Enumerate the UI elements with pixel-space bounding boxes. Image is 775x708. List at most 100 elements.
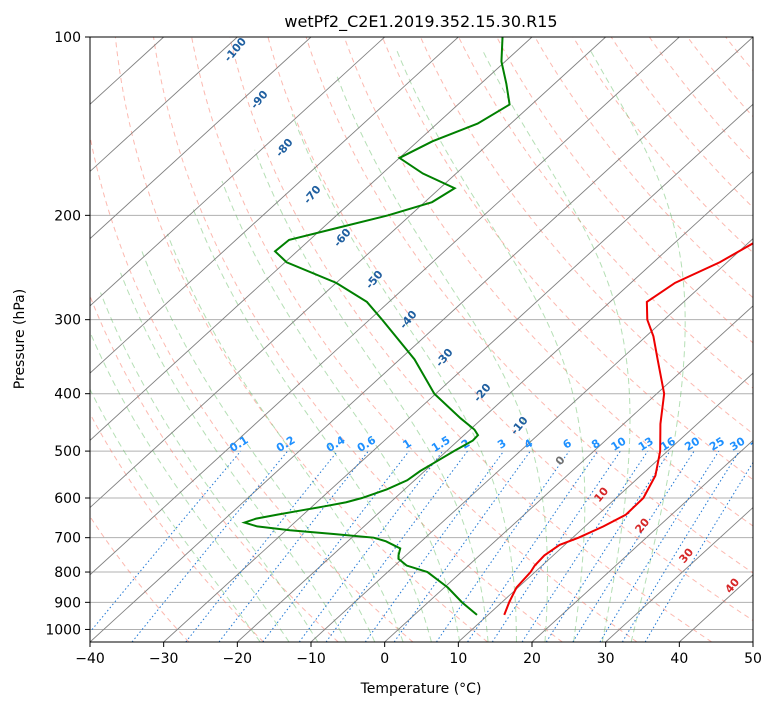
dry-adiabat [648,37,753,163]
y-tick-label: 600 [54,491,81,507]
dry-adiabat [381,37,753,481]
y-tick-label: 200 [54,208,81,224]
dry-adiabat [764,37,775,642]
mixing-ratio-label: 3 [495,437,508,452]
dry-adiabat-label: 40 [722,575,742,595]
dry-adiabat [90,412,264,642]
isotherm [90,37,753,642]
isotherm [384,305,753,642]
mixing-ratio-label: 8 [589,437,602,452]
plot-area: 0.1 0.2 0.4 0.6 1 1.5 2 3 4 6 8 10 13 16 20 25 30 36-100-… [90,37,775,642]
isotherm [90,37,312,240]
isotherm [90,37,606,509]
mixing-ratio-line [572,450,695,642]
moist-adiabat [120,272,347,642]
mixing-ratio-line [131,450,288,642]
y-tick-label: 1000 [45,622,81,638]
mixing-ratio-line [467,450,599,642]
mixing-ratio-label: 0.2 [274,433,297,454]
chart-title: wetPf2_C2E1.2019.352.15.30.R15 [284,12,557,32]
y-tick-label: 100 [54,30,81,46]
dewpoint-profile [241,37,511,616]
y-tick-label: 700 [54,531,81,547]
mixing-ratio-line [621,450,740,642]
isotherm [90,37,533,441]
mixing-ratio-line [90,450,242,633]
y-tick-label: 400 [54,387,81,403]
x-tick-label: −10 [296,651,326,667]
moist-adiabat [221,180,461,642]
mixing-ratio-line [545,450,671,642]
mixing-ratio-label: 6 [561,436,575,451]
x-tick-label: 0 [380,651,389,667]
dry-adiabat [114,37,488,642]
isotherm [237,170,753,642]
dry-adiabat [420,37,753,435]
moist-adiabat [254,149,489,642]
mixing-ratio-line [599,450,720,642]
y-tick-label: 800 [54,565,81,581]
isotherm [163,103,753,642]
dry-adiabat [191,37,638,642]
y-axis: 100 200 300 400 500 600 700 800 900 1000 [45,30,90,638]
dry-adiabat-label: -30 [433,346,456,370]
isotherm [90,37,680,576]
dry-adiabat [687,37,753,118]
plot-frame [89,36,754,643]
dry-adiabat [343,37,753,527]
x-axis: −40 −30 −20 −10 0 10 20 30 40 50 [75,642,762,667]
mixing-ratio-line [364,450,505,642]
dry-adiabat [90,133,414,642]
dry-adiabat [572,37,753,254]
dry-adiabat-label: 0 [553,453,568,467]
mixing-ratio-label: 0.1 [227,433,250,454]
dry-adiabat [90,515,190,642]
y-axis-label: Pressure (hPa) [12,289,28,389]
dry-adiabat [153,37,563,642]
dry-adiabat-label: -70 [301,183,324,207]
isotherm [90,37,459,374]
isotherm [752,641,753,642]
isotherm [605,506,753,642]
mixing-ratio-line [218,450,369,642]
mixing-ratio-line [436,450,570,642]
mixing-ratio-line [393,450,531,642]
mixing-ratio-label: 1 [400,437,413,452]
dry-adiabat [725,37,753,72]
mixing-ratio-line [644,461,753,642]
dry-adiabat [534,37,753,299]
dry-adiabat-label: -50 [363,268,386,292]
dry-adiabat [305,37,753,574]
moist-adiabat [90,330,290,642]
dry-adiabat-label: -20 [471,381,494,405]
y-tick-label: 300 [54,313,81,329]
x-tick-label: −30 [149,651,179,667]
x-tick-label: 10 [449,651,467,667]
dry-adiabat-label: 20 [632,515,652,535]
x-tick-label: 50 [744,651,762,667]
dry-adiabat [267,37,753,622]
dry-adiabat-label: 10 [591,484,611,504]
moist-adiabat [395,49,586,642]
isotherm [310,238,753,642]
x-tick-label: −40 [75,651,105,667]
dry-adiabat [610,37,753,209]
isotherm [90,37,238,173]
mixing-ratio-label: 36 [748,434,768,453]
x-tick-label: 20 [523,651,541,667]
moist-adiabat [100,292,319,642]
dry-adiabat-label: -80 [273,136,296,160]
x-axis-label: Temperature (°C) [360,681,482,697]
moist-adiabat [291,114,517,642]
y-tick-label: 500 [54,444,81,460]
dry-adiabat [90,294,339,642]
temperature-profile [503,242,753,616]
x-tick-label: −20 [223,651,253,667]
x-tick-label: 30 [597,651,615,667]
dry-adiabat [496,37,753,344]
dry-adiabat-label: -40 [397,308,420,332]
y-tick-label: 900 [54,595,81,611]
moist-adiabat [141,251,376,642]
dry-adiabat [229,37,713,642]
